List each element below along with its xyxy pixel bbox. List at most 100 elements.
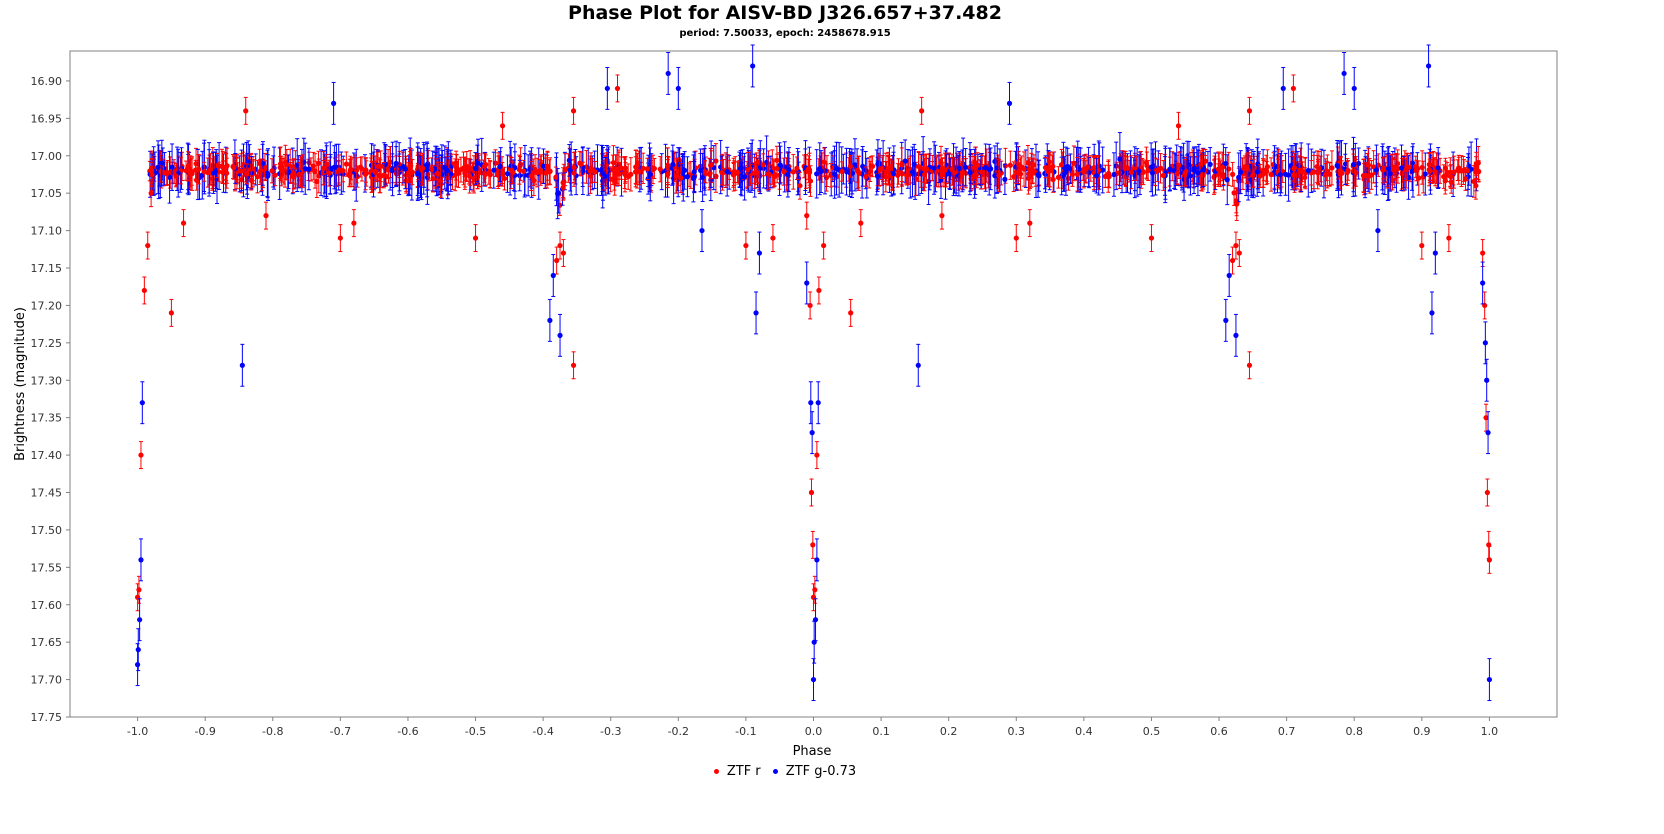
x-tick-label: 0.9 [1413,725,1431,738]
point-marker [1046,159,1052,165]
y-tick-label: 17.65 [31,636,63,649]
data-point [1329,150,1335,186]
x-tick-label: -1.0 [127,725,148,738]
point-marker [1356,160,1362,167]
data-point [1207,147,1213,182]
point-marker [1065,175,1072,182]
point-marker [1111,171,1117,178]
x-tick-label: 0.0 [805,725,823,738]
y-tick-label: 17.00 [31,150,63,163]
y-tick-label: 17.40 [31,449,63,462]
point-marker [814,171,820,177]
x-tick-label: 0.1 [872,725,890,738]
data-point [1356,147,1362,180]
point-marker [193,161,199,167]
data-point [467,158,473,194]
point-marker [1106,173,1112,180]
point-marker [1207,161,1213,167]
point-marker [467,173,473,179]
y-tick-label: 17.60 [31,599,63,612]
data-point [790,154,796,190]
point-marker [628,171,634,177]
data-point [1143,146,1149,179]
point-marker [1324,168,1330,175]
data-point [1113,141,1119,191]
point-marker [269,168,275,174]
data-point [1169,151,1175,182]
x-axis: -1.0 -0.9 -0.8 -0.7 -0.6 -0.5 -0.4 -0.3 -0.2 -0.1… [127,717,1498,738]
point-marker [553,174,559,180]
x-tick-label: 1.0 [1481,725,1499,738]
data-point [573,156,579,196]
point-marker [1011,174,1017,180]
data-point [583,149,589,184]
point-marker [487,172,493,178]
y-tick-label: 17.30 [31,374,63,387]
point-marker [1160,172,1166,179]
y-axis: 16.90 16.95 17.00 17.05 17.10 17.15 17.20 17.25… [31,75,70,724]
y-tick-label: 17.75 [31,711,63,724]
data-point [852,138,858,192]
x-tick-label: -0.7 [330,725,351,738]
data-point [697,148,704,193]
point-marker [578,161,584,167]
point-marker [314,178,320,185]
x-tick-label: 0.5 [1143,725,1161,738]
data-point [1042,157,1048,190]
point-marker [462,164,468,170]
point-marker [1055,174,1062,180]
data-point [458,156,464,183]
point-marker [285,170,291,176]
x-tick-label: 0.4 [1075,725,1093,738]
data-point [814,149,820,199]
y-tick-label: 17.20 [31,299,63,312]
data-point [1264,149,1271,185]
x-tick-label: -0.9 [194,725,215,738]
chart-title: Phase Plot for AISV-BD J326.657+37.482 [0,2,1570,24]
x-tick-label: 0.2 [940,725,958,738]
point-marker [458,167,464,173]
point-marker [697,167,704,173]
data-point [657,155,663,183]
y-tick-label: 17.70 [31,674,63,687]
point-marker [587,173,594,179]
point-marker [1113,163,1119,169]
y-tick-label: 17.05 [31,187,63,200]
point-marker [1143,160,1149,166]
x-tick-label: 0.6 [1210,725,1228,738]
y-tick-label: 17.25 [31,337,63,350]
x-tick-label: 0.7 [1278,725,1296,738]
x-tick-label: -0.3 [600,725,621,738]
y-tick-label: 16.90 [31,75,63,88]
point-marker [387,159,394,165]
point-marker [1255,161,1261,167]
point-marker [1230,171,1236,177]
point-marker [794,165,800,171]
point-marker [566,157,572,163]
x-tick-label: -0.5 [465,725,486,738]
y-tick-label: 17.50 [31,524,63,537]
point-marker [1329,165,1335,171]
x-tick-label: 0.8 [1345,725,1363,738]
x-tick-label: 0.3 [1008,725,1026,738]
point-marker [518,161,524,167]
point-marker [860,163,866,169]
y-tick-label: 17.35 [31,412,63,425]
point-marker [196,174,203,181]
point-marker [467,165,473,171]
point-marker [1081,166,1087,172]
x-tick-label: -0.6 [397,725,418,738]
x-tick-label: -0.8 [262,725,283,738]
x-tick-label: -0.4 [532,725,553,738]
baseline-scatter [147,132,1482,221]
point-marker [790,169,796,175]
point-marker [1353,170,1359,176]
y-tick-label: 17.15 [31,262,63,275]
data-point [265,154,271,199]
point-marker [866,170,872,176]
data-point [866,157,872,189]
point-marker [265,173,271,179]
point-marker [657,166,663,172]
point-marker [583,164,589,170]
